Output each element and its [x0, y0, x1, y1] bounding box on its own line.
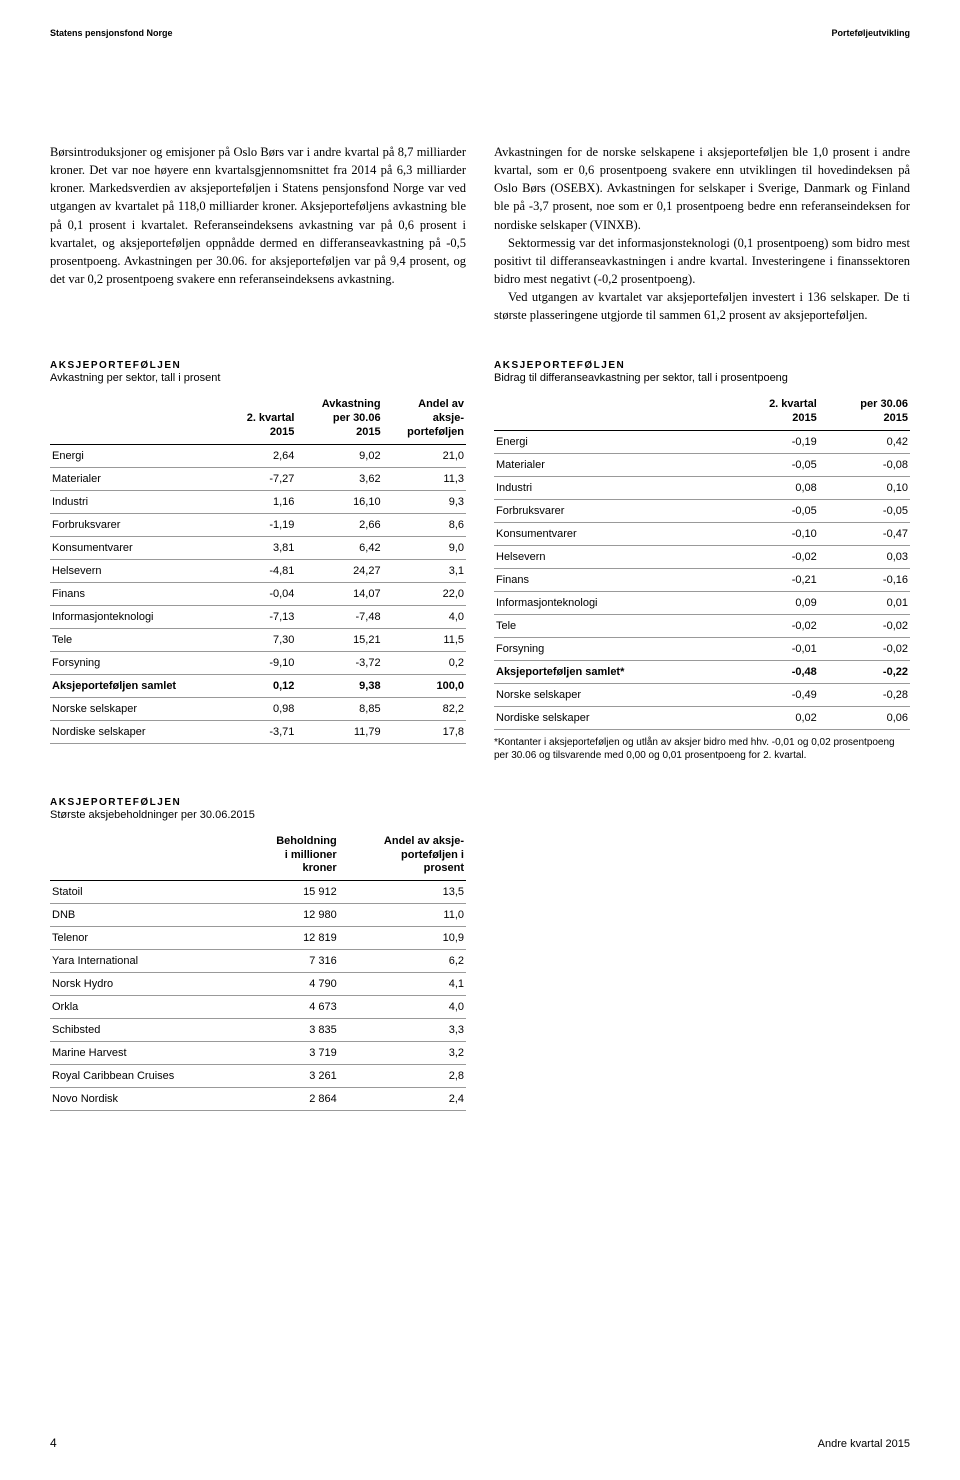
header-right: Porteføljeutvikling: [831, 28, 910, 38]
table-row: Telenor12 81910,9: [50, 927, 466, 950]
table1-block: AKSJEPORTEFØLJEN Avkastning per sektor, …: [50, 334, 466, 763]
table-row: Finans-0,0414,0722,0: [50, 582, 466, 605]
table-row: Forsyning-0,01-0,02: [494, 637, 910, 660]
table1: 2. kvartal2015Avkastningper 30.062015And…: [50, 394, 466, 743]
tables-upper-row: AKSJEPORTEFØLJEN Avkastning per sektor, …: [50, 334, 910, 763]
table-row: Materialer-0,05-0,08: [494, 453, 910, 476]
table-row: Industri0,080,10: [494, 476, 910, 499]
table3-subtitle: Største aksjebeholdninger per 30.06.2015: [50, 809, 466, 821]
table-row: Forsyning-9,10-3,720,2: [50, 651, 466, 674]
table-row: Forbruksvarer-0,05-0,05: [494, 499, 910, 522]
table-row: Informasjonteknologi-7,13-7,484,0: [50, 605, 466, 628]
body-text: Børsintroduksjoner og emisjoner på Oslo …: [50, 143, 910, 324]
table2-block: AKSJEPORTEFØLJEN Bidrag til differanseav…: [494, 334, 910, 763]
table-row: Helsevern-0,020,03: [494, 545, 910, 568]
table-row: Royal Caribbean Cruises3 2612,8: [50, 1065, 466, 1088]
table2-footnote: *Kontanter i aksjeporteføljen og utlån a…: [494, 736, 910, 763]
table-row: Materialer-7,273,6211,3: [50, 467, 466, 490]
table3-title: AKSJEPORTEFØLJEN: [50, 797, 466, 808]
table-row: Konsumentvarer-0,10-0,47: [494, 522, 910, 545]
table-row: DNB12 98011,0: [50, 904, 466, 927]
table2: 2. kvartal2015per 30.062015Energi-0,190,…: [494, 394, 910, 730]
table-row: Tele-0,02-0,02: [494, 614, 910, 637]
table2-title: AKSJEPORTEFØLJEN: [494, 360, 910, 371]
table-row: Norske selskaper-0,49-0,28: [494, 683, 910, 706]
table-row: Norsk Hydro4 7904,1: [50, 973, 466, 996]
table-row: Energi-0,190,42: [494, 430, 910, 453]
footer-right: Andre kvartal 2015: [818, 1438, 910, 1450]
table3-block: AKSJEPORTEFØLJEN Største aksjebeholdning…: [50, 797, 466, 1111]
table-row: Aksjeporteføljen samlet*-0,48-0,22: [494, 660, 910, 683]
table-row: Konsumentvarer3,816,429,0: [50, 536, 466, 559]
table-row: Norske selskaper0,988,8582,2: [50, 697, 466, 720]
body-col-left: Børsintroduksjoner og emisjoner på Oslo …: [50, 143, 466, 324]
table-row: Nordiske selskaper0,020,06: [494, 706, 910, 729]
table1-title: AKSJEPORTEFØLJEN: [50, 360, 466, 371]
table-row: Statoil15 91213,5: [50, 881, 466, 904]
table3: Beholdningi millionerkronerAndel av aksj…: [50, 831, 466, 1111]
table-row: Novo Nordisk2 8642,4: [50, 1088, 466, 1111]
table-row: Finans-0,21-0,16: [494, 568, 910, 591]
table-row: Yara International7 3166,2: [50, 950, 466, 973]
table-row: Nordiske selskaper-3,7111,7917,8: [50, 720, 466, 743]
table-row: Tele7,3015,2111,5: [50, 628, 466, 651]
table-row: Orkla4 6734,0: [50, 996, 466, 1019]
table-row: Aksjeporteføljen samlet0,129,38100,0: [50, 674, 466, 697]
table-row: Marine Harvest3 7193,2: [50, 1042, 466, 1065]
table-row: Informasjonteknologi0,090,01: [494, 591, 910, 614]
table-row: Forbruksvarer-1,192,668,6: [50, 513, 466, 536]
table-row: Schibsted3 8353,3: [50, 1019, 466, 1042]
header-left: Statens pensjonsfond Norge: [50, 28, 173, 38]
table-row: Helsevern-4,8124,273,1: [50, 559, 466, 582]
table2-subtitle: Bidrag til differanseavkastning per sekt…: [494, 372, 910, 384]
page-number: 4: [50, 1436, 57, 1450]
table-row: Energi2,649,0221,0: [50, 444, 466, 467]
table1-subtitle: Avkastning per sektor, tall i prosent: [50, 372, 466, 384]
body-col-right: Avkastningen for de norske selskapene i …: [494, 143, 910, 324]
table-row: Industri1,1616,109,3: [50, 490, 466, 513]
